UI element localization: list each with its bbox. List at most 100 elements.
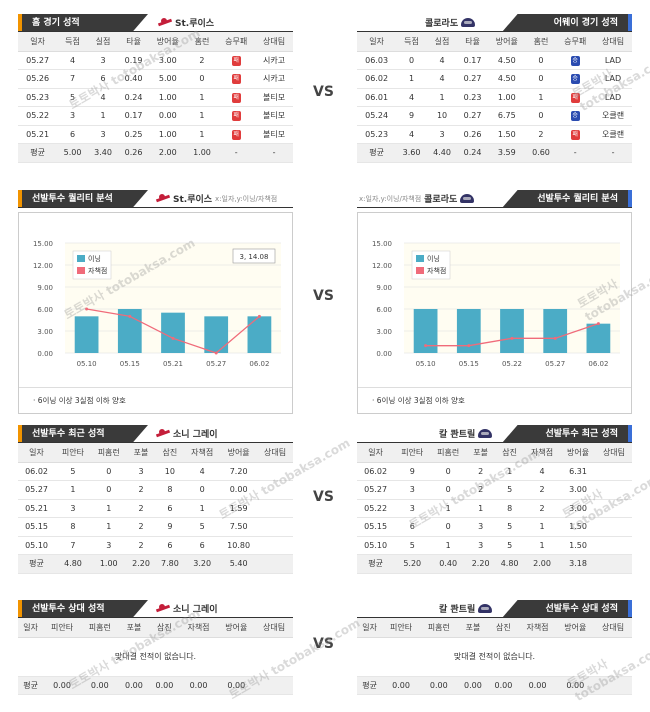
table-cell (257, 462, 293, 481)
table-cell: 0.27 (457, 69, 488, 89)
table-cell: 06.02 (18, 462, 56, 481)
vs-left-empty-message: 맞대결 전적이 없습니다. (18, 637, 293, 677)
table-row: 05.26 7 6 0.40 5.00 0 패 시카고 (18, 69, 293, 89)
recent-right-header: 칼 콴트릴 선발투수 최근 성적 (357, 421, 632, 443)
result-badge: 패 (570, 92, 580, 103)
y-tick-label: 12.00 (372, 262, 392, 270)
vs-left-pitcher-name: 소니 그레이 (173, 605, 218, 615)
table-cell: 05.21 (18, 499, 56, 518)
column-header: 방어율 (556, 618, 595, 638)
recent-right-table: 일자 피안타 피홈런 포볼 삼진 자책점 방어율 상대팀 06.02 9 0 2 1 4 6.31 05.2… (357, 443, 632, 574)
table-cell: 시카고 (255, 51, 293, 70)
x-tick-label: 06.02 (588, 360, 608, 368)
table-cell: 0.26 (457, 125, 488, 144)
vs-right-empty-message: 맞대결 전적이 없습니다. (357, 637, 632, 677)
column-header: 득점 (396, 32, 427, 52)
result-badge: 패 (231, 129, 241, 140)
column-header: 타율 (457, 32, 488, 52)
column-header: 타율 (118, 32, 149, 52)
column-header: 피홈런 (430, 443, 467, 463)
table-cell: 1 (426, 88, 458, 107)
table-cell: 9 (394, 462, 431, 481)
result-badge: 승 (570, 111, 580, 122)
table-cell: 2.20 (126, 554, 156, 574)
table-cell: - (594, 143, 632, 163)
table-cell: 0.60 (525, 143, 557, 163)
y-tick-label: 3.00 (37, 328, 53, 336)
table-cell: 6.75 (487, 106, 526, 126)
table-cell: 3 (466, 517, 496, 537)
table-row: 05.15 6 0 3 5 1 1.50 (357, 517, 632, 537)
home-team: St.루이스 (158, 16, 214, 29)
result-badge: 패 (231, 111, 241, 122)
recent-left-table: 일자 피안타 피홈런 포볼 삼진 자책점 방어율 상대팀 06.02 5 0 3 10 4 7.20 05.… (18, 443, 293, 574)
table-cell: 평균 (357, 554, 395, 574)
x-tick-label: 05.10 (416, 360, 436, 368)
table-cell: 패 (217, 69, 256, 89)
rockies-logo-icon (478, 429, 493, 438)
table-cell: 5.20 (394, 554, 431, 574)
average-row: 평균 5.20 0.40 2.20 4.80 2.00 3.18 (357, 554, 632, 574)
line-point (553, 336, 557, 340)
y-tick-label: 6.00 (37, 306, 53, 314)
quality-right-chart: 0.00 3.00 6.00 9.00 12.00 15.00 05.10 05.15 05.2… (357, 212, 632, 414)
table-cell: 0 (430, 462, 467, 481)
vs-label: VS (313, 489, 334, 505)
table-cell: 0 (90, 480, 127, 500)
column-header: 득점 (57, 32, 88, 52)
legend-swatch (77, 267, 85, 274)
chart-tooltip-text: 3, 14.08 (240, 253, 269, 261)
quality-right-team: x:일자,y:이닝/자책점 콜로라도 (359, 192, 475, 205)
legend-label: 이닝 (88, 254, 101, 263)
table-cell: 8 (495, 499, 525, 518)
table-cell: 05.10 (357, 536, 395, 555)
table-cell (595, 554, 632, 574)
table-cell (595, 536, 632, 555)
table-cell: 0.17 (457, 51, 488, 70)
column-header: 방어율 (148, 32, 187, 52)
column-header: 홈런 (186, 32, 218, 52)
table-cell: LAD (594, 51, 632, 70)
line-point (596, 322, 600, 326)
table-cell: 0.00 (149, 676, 180, 695)
column-header: 피안타 (382, 618, 420, 638)
vs-left-table: 일자 피안타 피홈런 포볼 삼진 자책점 방어율 상대팀 맞대결 전적이 없습니다. 평균 0.… (18, 618, 293, 695)
table-cell (257, 480, 293, 500)
home-team-name: St.루이스 (175, 19, 215, 29)
quality-left-chart-svg: 0.00 3.00 6.00 9.00 12.00 15.00 05.10 05.15 05.2… (33, 240, 281, 368)
column-header: 포볼 (126, 443, 156, 463)
vs-right-pitcher: 칼 콴트릴 (439, 602, 493, 615)
quality-right-note: · 6이닝 이상 3실점 이하 양호 (358, 387, 631, 413)
table-cell: 6 (155, 499, 185, 518)
column-header: 피홈런 (80, 618, 119, 638)
legend-label: 자책점 (427, 266, 446, 275)
table-cell: 5 (55, 462, 91, 481)
table-cell: 1.00 (148, 125, 187, 144)
result-badge: 패 (570, 129, 580, 140)
table-cell: 7.80 (155, 554, 185, 574)
recent-left-pitcher: 소니 그레이 (156, 427, 218, 440)
rockies-logo-icon (461, 18, 476, 27)
table-cell: 1.50 (487, 125, 526, 144)
recent-right-pitcher: 칼 콴트릴 (439, 427, 493, 440)
table-cell: 6 (57, 125, 88, 144)
table-cell: 05.24 (357, 106, 397, 126)
column-header: 상대팀 (255, 618, 293, 638)
line-point (257, 314, 261, 318)
table-cell: 2 (126, 536, 156, 555)
table-cell: 오클랜 (594, 106, 632, 126)
column-header: 자책점 (518, 618, 557, 638)
y-tick-label: 9.00 (37, 284, 53, 292)
x-tick-label: 05.21 (163, 360, 183, 368)
table-cell: 2 (126, 480, 156, 500)
quality-left-title: 선발투수 퀄리티 분석 (18, 190, 148, 208)
average-row: 평균 0.00 0.00 0.00 0.00 0.00 0.00 (18, 676, 293, 695)
table-cell: 평균 (18, 676, 44, 695)
table-cell: 5 (495, 536, 525, 555)
y-tick-label: 12.00 (33, 262, 53, 270)
column-header: 피안타 (55, 443, 91, 463)
table-cell: 5.40 (220, 554, 258, 574)
table-cell (257, 554, 293, 574)
table-cell: 5.00 (148, 69, 187, 89)
